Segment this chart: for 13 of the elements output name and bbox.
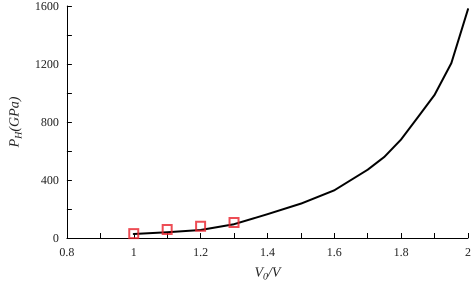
x-tick-label: 1.6 (326, 245, 342, 259)
y-tick-label: 400 (40, 173, 59, 187)
x-tick-label: 1.8 (394, 245, 409, 259)
y-tick-label: 1200 (34, 57, 59, 71)
x-tick-label: 2 (465, 245, 471, 259)
x-tick-label: 1.2 (193, 245, 208, 259)
y-axis-title: PH(GPa) (8, 96, 24, 148)
y-tick-label: 0 (52, 231, 59, 245)
y-tick-label: 1600 (34, 0, 59, 13)
x-tick-label: 1.4 (260, 245, 275, 259)
x-tick-label: 1 (130, 245, 137, 259)
x-tick-label: 0.8 (59, 245, 74, 259)
y-tick-label: 800 (40, 115, 59, 129)
